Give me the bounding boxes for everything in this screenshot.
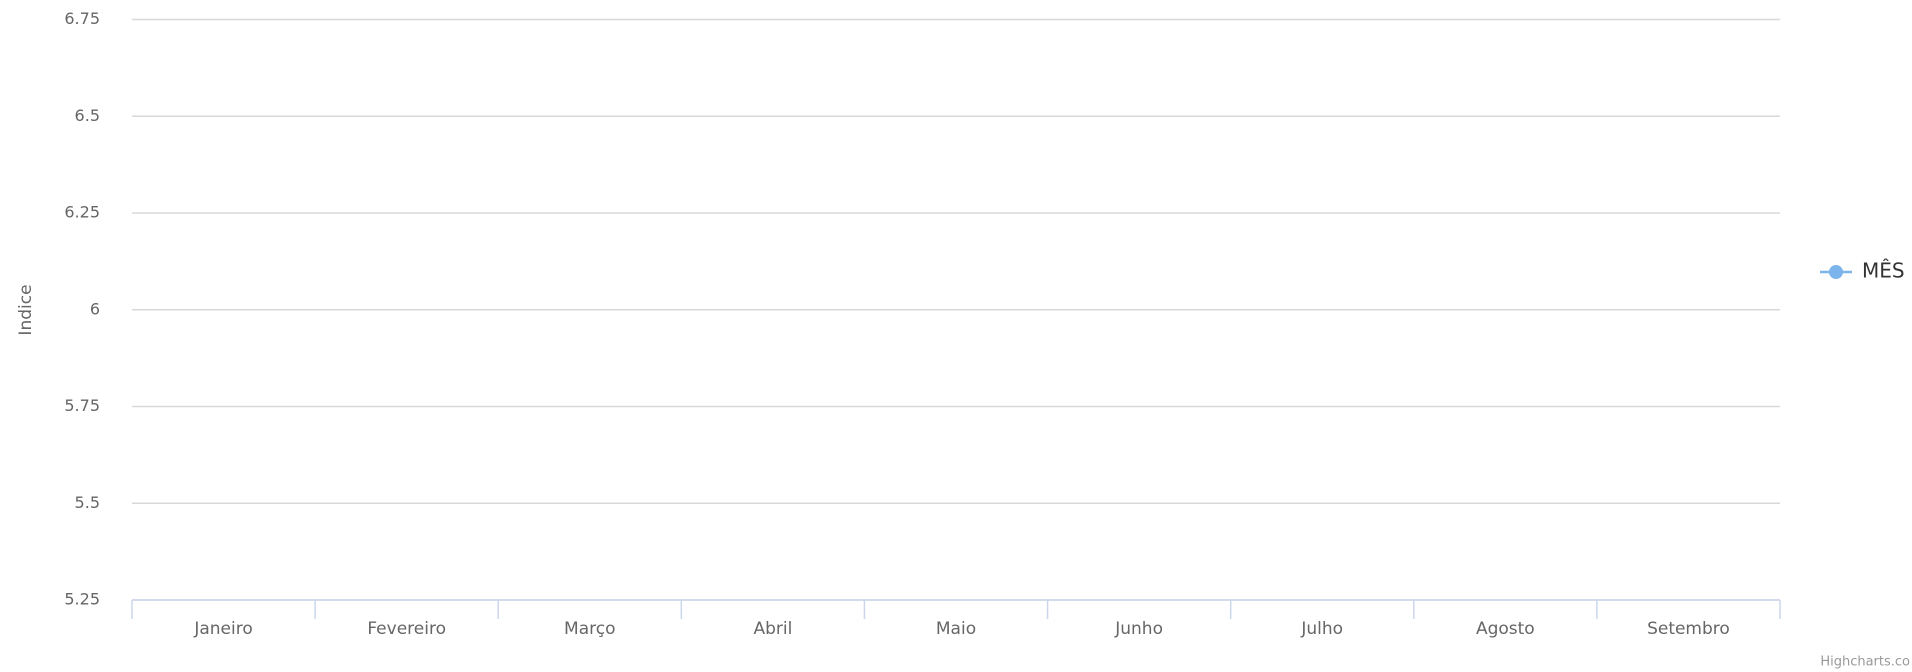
y-tick-label: 5.5 [75, 493, 100, 512]
y-tick-label: 6.75 [64, 9, 100, 28]
y-tick-label: 6 [90, 299, 100, 318]
x-tick-label: Janeiro [193, 619, 252, 639]
y-tick-label: 6.25 [64, 203, 100, 222]
legend-symbol [1829, 265, 1843, 279]
y-tick-label: 5.75 [64, 396, 100, 415]
y-tick-label: 6.5 [75, 106, 100, 125]
x-tick-label: Setembro [1647, 619, 1730, 639]
x-tick-label: Julho [1300, 619, 1343, 639]
y-tick-label: 5.25 [64, 590, 100, 609]
x-tick-label: Maio [936, 619, 976, 639]
x-tick-label: Junho [1114, 619, 1163, 639]
x-tick-label: Agosto [1476, 619, 1535, 639]
x-tick-label: Março [564, 619, 615, 639]
y-axis-title: Indice [16, 284, 36, 335]
legend-label[interactable]: MÊS [1862, 259, 1905, 283]
x-tick-label: Abril [753, 619, 792, 639]
x-tick-label: Fevereiro [367, 619, 446, 639]
credits[interactable]: Highcharts.co [1820, 655, 1910, 670]
